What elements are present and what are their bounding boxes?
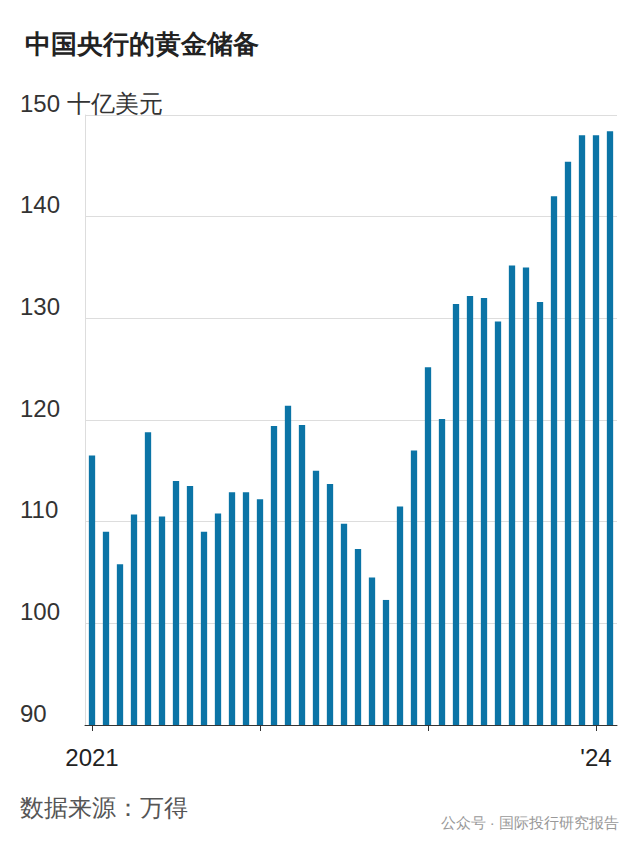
svg-text:2021: 2021 (65, 744, 118, 771)
svg-text:140: 140 (20, 191, 60, 218)
svg-text:'24: '24 (580, 744, 611, 771)
svg-text:150 十亿美元: 150 十亿美元 (20, 90, 163, 117)
svg-text:120: 120 (20, 395, 60, 422)
svg-text:110: 110 (20, 496, 58, 523)
svg-text:100: 100 (20, 598, 60, 625)
svg-text:90: 90 (20, 700, 47, 727)
svg-text:中国央行的黄金储备: 中国央行的黄金储备 (25, 29, 259, 59)
svg-text:130: 130 (20, 293, 60, 320)
svg-text:数据来源：万得: 数据来源：万得 (20, 794, 188, 821)
svg-text:公众号 · 国际投行研究报告: 公众号 · 国际投行研究报告 (441, 814, 619, 831)
